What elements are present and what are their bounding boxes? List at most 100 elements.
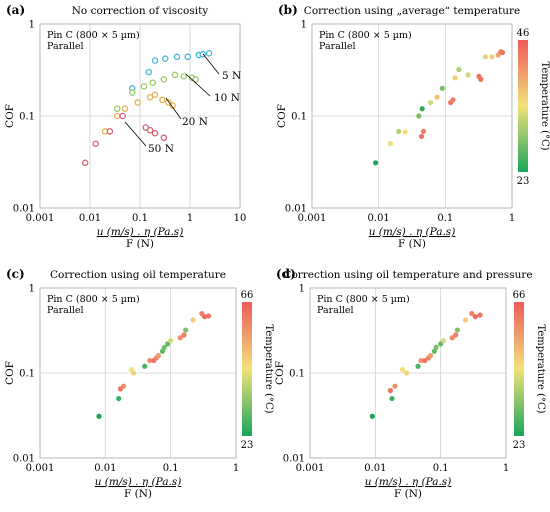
- data-point-20n: [146, 93, 154, 101]
- data-point: [477, 312, 483, 318]
- panel-label: (c): [6, 267, 25, 281]
- data-point-10n: [149, 79, 157, 86]
- series-annotation: 20 N: [182, 116, 208, 128]
- x-tick-label: 1: [503, 463, 509, 474]
- plot-frame: [311, 23, 513, 209]
- x-tick-label: 0.01: [79, 213, 101, 224]
- colorbar-label: Temperature (°C): [535, 324, 546, 413]
- data-point: [120, 383, 127, 389]
- data-point-5n: [151, 57, 159, 64]
- data-point-20n: [113, 112, 121, 120]
- data-point-20n: [121, 105, 129, 112]
- plot-note-line: Parallel: [47, 305, 84, 316]
- y-tick-label: 1: [301, 20, 307, 31]
- data-point: [456, 66, 462, 73]
- data-point-50n: [151, 129, 159, 137]
- data-point: [472, 314, 478, 320]
- x-tick-label: 0.01: [368, 213, 390, 224]
- data-point: [387, 141, 394, 147]
- data-point: [427, 99, 434, 106]
- data-point: [389, 395, 395, 402]
- x-tick-label: 0.01: [94, 463, 116, 474]
- data-point-50n: [81, 159, 89, 167]
- data-point-50n: [92, 140, 99, 147]
- plot-note-line: Pin C (800 × 5 µm): [47, 294, 140, 305]
- y-tick-label: 0.01: [13, 204, 35, 215]
- y-tick-label: 0.01: [283, 454, 305, 465]
- data-point-10n: [113, 105, 121, 112]
- data-point: [201, 314, 208, 320]
- data-point: [434, 94, 440, 100]
- data-point: [489, 54, 495, 60]
- data-point-5n: [184, 53, 191, 61]
- data-point: [373, 160, 379, 166]
- data-point: [181, 332, 187, 338]
- data-point-5n: [145, 68, 153, 76]
- colorbar-max-label: 46: [517, 28, 530, 39]
- data-point: [431, 348, 437, 354]
- data-point: [399, 366, 406, 373]
- chart-panel-1: 0.001 0.01 0.1 1 100.010.11(a) No correction …: [4, 3, 246, 250]
- plot-note-line: Parallel: [317, 305, 354, 316]
- data-point-20n: [151, 91, 159, 99]
- data-point: [161, 344, 167, 351]
- data-point-50n: [160, 134, 168, 142]
- data-point: [402, 129, 408, 135]
- data-point-50n: [146, 127, 154, 134]
- panel-title: Correction using oil temperature: [50, 269, 226, 281]
- colorbar-max-label: 66: [241, 290, 254, 301]
- x-tick-label: 1: [233, 463, 239, 474]
- data-point: [190, 317, 196, 323]
- data-point-20n: [159, 96, 166, 104]
- x-tick-label: 0.1: [433, 463, 449, 474]
- data-point: [147, 357, 153, 364]
- data-point: [420, 128, 427, 135]
- y-tick-label: 0.1: [19, 112, 35, 123]
- colorbar: [242, 302, 252, 436]
- data-point: [482, 54, 489, 60]
- data-point-10n: [140, 83, 148, 90]
- y-axis-label: COF: [274, 361, 286, 385]
- y-axis-label: COF: [4, 361, 16, 385]
- data-point: [452, 75, 458, 81]
- x-tick-label: 0.001: [296, 463, 325, 474]
- panel-label: (a): [6, 3, 25, 17]
- plot-note-line: Parallel: [47, 41, 84, 52]
- data-point-50n: [106, 128, 114, 135]
- x-tick-label: 0.001: [298, 213, 327, 224]
- chart-panel-3: 0.001 0.01 0.1 10.010.11(c) Correction using…: [4, 267, 274, 500]
- series-annotation: 10 N: [214, 92, 240, 104]
- data-point-10n: [171, 71, 179, 79]
- data-point: [433, 344, 439, 351]
- x-axis-label-secondary: F (N): [398, 238, 426, 250]
- data-point-10n: [160, 76, 168, 83]
- data-point-20n: [134, 99, 141, 106]
- data-point-10n: [129, 89, 136, 96]
- colorbar-min-label: 23: [513, 440, 526, 451]
- y-tick-label: 0.01: [285, 204, 307, 215]
- x-tick-label: 10: [234, 213, 247, 224]
- data-point: [465, 72, 471, 78]
- data-point: [369, 413, 375, 419]
- data-point: [478, 76, 484, 82]
- data-point-5n: [173, 53, 181, 61]
- x-axis-label-secondary: F (N): [394, 488, 422, 500]
- colorbar-min-label: 23: [517, 176, 530, 187]
- x-tick-label: 0.01: [364, 463, 386, 474]
- x-tick-label: 0.001: [26, 463, 55, 474]
- y-axis-label: COF: [276, 104, 288, 128]
- panel-title: No correction of viscosity: [72, 5, 209, 17]
- panel-title: Correction using oil temperature and pre…: [283, 269, 532, 281]
- y-tick-label: 1: [29, 284, 35, 295]
- data-point: [387, 388, 393, 394]
- x-tick-label: 0.1: [132, 213, 148, 224]
- data-point-5n: [205, 50, 213, 57]
- plot-note-line: Pin C (800 × 5 µm): [319, 30, 412, 41]
- plot-frame: [39, 287, 237, 459]
- x-tick-label: 0.1: [163, 463, 179, 474]
- data-point: [116, 395, 122, 402]
- y-tick-label: 0.01: [13, 454, 35, 465]
- data-point-50n: [142, 124, 149, 131]
- data-point: [177, 335, 183, 341]
